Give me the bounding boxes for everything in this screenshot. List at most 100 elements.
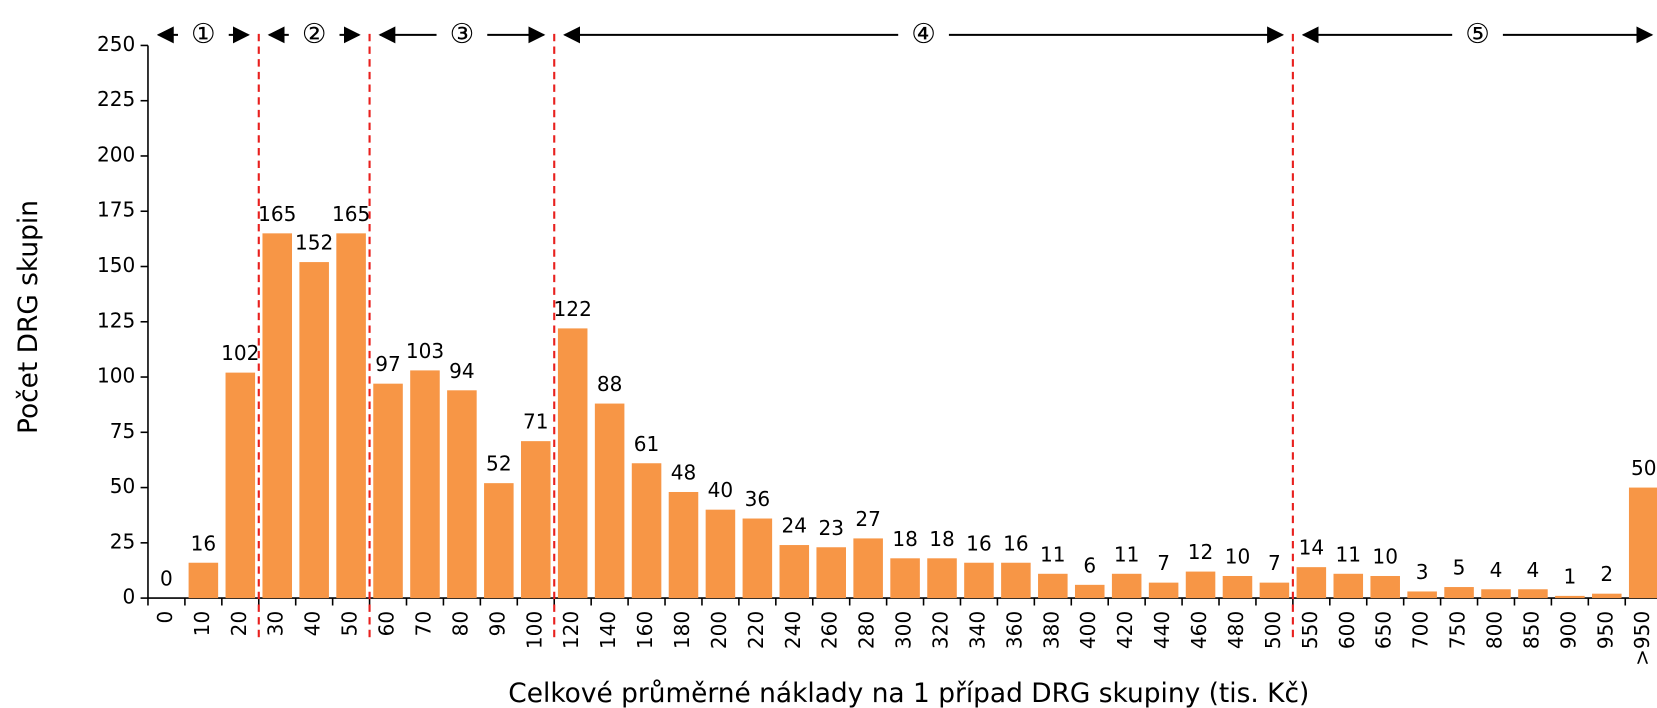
value-label: 40 (708, 478, 734, 502)
bar (1592, 593, 1622, 599)
bar (1518, 589, 1548, 599)
x-tick-label: 50 (338, 611, 362, 637)
x-tick-label: 600 (1335, 611, 1359, 649)
y-tick-label: 100 (97, 364, 135, 388)
x-tick-label: 750 (1446, 611, 1470, 649)
x-tick-label: 30 (264, 611, 288, 637)
bar (1333, 573, 1364, 599)
value-label: 5 (1453, 556, 1466, 580)
region-label: ⑤ (1465, 19, 1490, 50)
value-label: 16 (1003, 531, 1029, 555)
x-tick-label: 460 (1187, 611, 1211, 649)
bar (927, 558, 957, 599)
bar (520, 441, 551, 599)
x-tick-label: 80 (448, 611, 472, 637)
x-tick-label: >950 (1630, 611, 1654, 666)
x-tick-label: 360 (1002, 611, 1026, 649)
value-label: 16 (191, 531, 217, 555)
bar (299, 262, 329, 599)
x-tick-label: 850 (1519, 611, 1543, 649)
x-tick-label: 120 (559, 611, 583, 649)
value-label: 122 (554, 297, 592, 321)
x-tick-label: 340 (965, 611, 989, 649)
value-label: 4 (1490, 558, 1503, 582)
bar (1481, 589, 1511, 599)
value-label: 61 (634, 432, 660, 456)
x-tick-label: 950 (1593, 611, 1617, 649)
value-label: 48 (671, 461, 697, 485)
bar (410, 370, 440, 599)
x-tick-label: 900 (1556, 611, 1580, 649)
value-label: 3 (1416, 560, 1429, 584)
x-tick-label: 440 (1150, 611, 1174, 649)
bar (1185, 571, 1216, 599)
x-tick-label: 300 (892, 611, 916, 649)
value-label: 50 (1631, 456, 1657, 480)
x-tick-label: 650 (1372, 611, 1396, 649)
y-tick-label: 150 (97, 253, 135, 277)
value-label: 11 (1114, 542, 1140, 566)
value-label: 24 (782, 514, 808, 538)
x-tick-label: 90 (485, 611, 509, 637)
value-label: 18 (892, 527, 918, 551)
x-tick-label: 140 (596, 611, 620, 649)
bar (1296, 567, 1327, 599)
x-tick-label: 400 (1076, 611, 1100, 649)
value-label: 103 (406, 339, 444, 363)
x-tick-label: 260 (818, 611, 842, 649)
bar (1148, 582, 1179, 599)
value-label: 16 (966, 531, 992, 555)
value-label: 97 (375, 352, 401, 376)
region-label: ④ (911, 19, 936, 50)
value-label: 12 (1188, 540, 1214, 564)
value-label: 18 (929, 527, 955, 551)
bar (705, 509, 736, 599)
value-label: 10 (1372, 545, 1398, 569)
value-label: 10 (1225, 545, 1251, 569)
x-tick-label: 0 (153, 611, 177, 624)
bar (262, 233, 293, 599)
x-tick-label: 550 (1298, 611, 1322, 649)
bar (557, 328, 588, 599)
x-tick-label: 20 (227, 611, 251, 637)
bar (1001, 562, 1031, 599)
bar (890, 558, 920, 599)
bar (1407, 591, 1437, 599)
bar (1259, 582, 1290, 599)
value-label: 102 (221, 341, 259, 365)
y-tick-label: 25 (110, 529, 136, 553)
x-tick-label: 160 (633, 611, 657, 649)
x-tick-label: 500 (1261, 611, 1285, 649)
bar (1628, 487, 1657, 599)
bar (1370, 575, 1400, 599)
y-axis-title: Počet DRG skupin (13, 200, 44, 434)
y-tick-label: 75 (110, 419, 136, 443)
x-tick-label: 420 (1113, 611, 1137, 649)
y-tick-label: 175 (97, 198, 135, 222)
x-tick-label: 480 (1224, 611, 1248, 649)
value-label: 11 (1040, 542, 1066, 566)
y-tick-label: 250 (97, 32, 135, 56)
x-tick-label: 700 (1409, 611, 1433, 649)
region-label: ① (191, 19, 216, 50)
bar (668, 491, 699, 599)
x-tick-label: 200 (707, 611, 731, 649)
bar (1111, 573, 1142, 599)
x-tick-label: 40 (301, 611, 325, 637)
region-label: ③ (450, 19, 475, 50)
bar (594, 403, 625, 599)
bar (373, 383, 403, 599)
value-label: 52 (486, 452, 512, 476)
value-label: 6 (1083, 553, 1096, 577)
value-label: 14 (1299, 536, 1325, 560)
bar (1555, 595, 1585, 599)
bar (1074, 584, 1105, 599)
bar (225, 372, 256, 599)
bar (188, 562, 219, 599)
bar (1038, 573, 1068, 599)
x-tick-label: 280 (855, 611, 879, 649)
x-axis-title: Celkové průměrné náklady na 1 případ DRG… (508, 678, 1309, 708)
region-label: ② (302, 19, 327, 50)
